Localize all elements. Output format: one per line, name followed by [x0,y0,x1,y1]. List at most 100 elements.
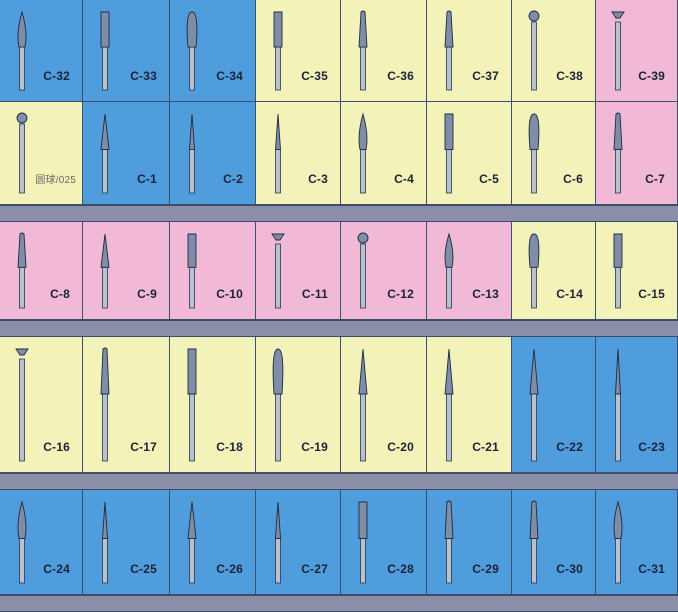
catalog-row: C-24 C-25 C-26 C-27 C-28 C-29 C-30 C-31 [0,490,678,595]
bur-product-cell: C-6 [512,102,596,205]
bur-shank [189,393,195,462]
product-code-label: C-17 [130,440,157,454]
bur-shank [102,266,108,309]
bur-product-cell: C-1 [83,102,170,205]
dental-bur-icon [100,347,110,462]
dental-bur-icon [444,348,454,462]
bur-product-cell: C-2 [170,102,256,205]
product-code-label: C-18 [216,440,243,454]
bur-product-cell: C-15 [596,222,678,320]
bur-shank [531,538,537,584]
bur-shank [531,149,537,194]
product-code-label: C-26 [216,562,243,576]
catalog-row: C-8 C-9 C-10 C-11 C-12 C-13 C-14 C-15 [0,222,678,320]
product-code-label: C-12 [387,287,414,301]
catalog-row: 圆球/025 C-1 C-2 C-3 C-4 C-5 C-6 C-7 [0,102,678,205]
bur-head [187,233,197,268]
catalog-row: C-16 C-17 C-18 C-19 C-20 C-21 C-22 C-23 [0,337,678,473]
bur-head [358,348,368,395]
catalog-row: C-32 C-33 C-34 C-35 C-36 C-37 C-38 C-39 [0,0,678,102]
bur-product-cell: C-16 [0,337,83,473]
bur-product-cell: C-3 [256,102,341,205]
bur-head [17,10,27,48]
bur-head [444,500,454,539]
dental-bur-icon [615,348,621,462]
bur-head [273,11,283,48]
dental-bur-icon [444,113,454,194]
product-code-label: C-11 [301,287,328,301]
bur-head [272,348,284,395]
bur-head [444,113,454,150]
dental-bur-icon [272,348,284,462]
dental-bur-icon [275,501,281,584]
bur-product-cell: C-38 [512,0,596,102]
bur-product-cell: C-17 [83,337,170,473]
product-code-label: C-1 [137,172,157,186]
bur-product-cell: C-27 [256,490,341,595]
product-code-label: C-25 [130,562,157,576]
bur-shank [360,538,366,584]
bur-product-cell: C-35 [256,0,341,102]
dental-bur-icon [17,10,27,91]
product-code-label: C-13 [472,287,499,301]
product-code-label: C-2 [223,172,243,186]
product-code-label: C-6 [563,172,583,186]
dental-bur-icon [529,500,539,584]
bur-shank [446,46,452,91]
bur-shank [102,46,108,91]
dental-bur-icon [444,500,454,584]
bur-shank [360,243,366,309]
dental-bur-icon [271,233,285,309]
bur-shank [531,21,537,91]
product-code-label: C-19 [301,440,328,454]
bur-head [100,233,110,268]
dental-bur-icon [611,11,625,91]
bur-head [187,348,197,395]
dental-bur-icon [613,233,623,309]
bur-head [615,348,621,395]
bur-shank [446,538,452,584]
dental-bur-icon [273,11,283,91]
bur-head [100,11,110,48]
bur-head [17,500,27,539]
bur-product-cell: C-12 [341,222,427,320]
bur-head [528,10,540,22]
product-code-label: C-37 [472,69,499,83]
bur-head [16,112,28,124]
bur-head [102,501,108,539]
bur-shank [615,149,621,194]
dental-bur-icon [357,232,369,309]
product-code-label: C-32 [43,69,70,83]
dental-bur-icon [528,10,540,91]
product-code-label: C-3 [308,172,328,186]
bur-product-cell: C-37 [427,0,512,102]
bur-head [275,501,281,539]
bur-product-cell: C-21 [427,337,512,473]
bur-head [444,348,454,395]
bur-shank [615,21,621,91]
dental-bur-icon [613,112,623,194]
bur-shank [275,538,281,584]
bur-product-cell: C-24 [0,490,83,595]
product-code-label: C-4 [394,172,414,186]
bur-head [187,501,197,539]
bur-head [611,11,625,19]
bur-head [357,232,369,244]
bur-shank [615,266,621,309]
bur-product-cell: C-14 [512,222,596,320]
bur-shank [102,393,108,462]
bur-head [189,113,195,150]
bur-product-cell: C-18 [170,337,256,473]
dental-bur-icon [16,112,28,194]
bur-shank [189,46,195,91]
bur-product-cell: C-9 [83,222,170,320]
product-code-label: C-5 [479,172,499,186]
dental-bur-icon [528,113,540,194]
dental-bur-icon [100,233,110,309]
bur-shank [102,538,108,584]
bur-head [100,347,110,395]
bur-shank [19,266,25,309]
bur-product-cell: C-10 [170,222,256,320]
bur-product-cell: C-26 [170,490,256,595]
row-divider [0,205,678,222]
